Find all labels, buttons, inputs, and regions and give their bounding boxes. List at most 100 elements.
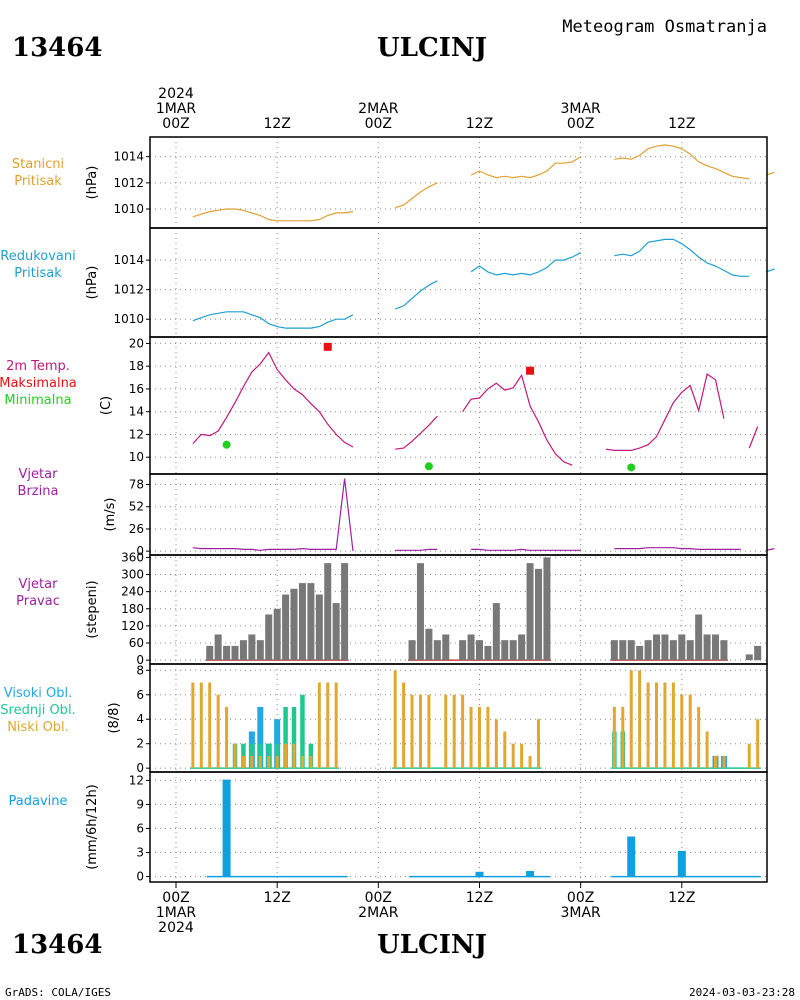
cloud-low-bar: [469, 706, 473, 769]
y-axis-label: (hPa): [85, 266, 100, 300]
wind-direction-bar: [543, 557, 551, 661]
wind-direction-bar: [315, 594, 323, 661]
series-line-segment: [395, 182, 438, 209]
y-tick-label: 4: [136, 712, 144, 726]
time-label-bottom: 12Z: [668, 890, 695, 906]
panel-cloud-cover: 0 2 4 6 8 Visoki Obl. Srednji Obl. Niski Obl. (8…: [0, 663, 768, 775]
cloud-low-bar: [216, 694, 220, 769]
wind-direction-bar: [492, 603, 500, 661]
y-tick-label: 8: [136, 663, 144, 677]
cloud-mid-bar: [291, 706, 297, 769]
cloud-low-bar: [300, 755, 304, 769]
wind-direction-bar: [206, 645, 214, 661]
y-tick-label: 14: [129, 405, 144, 419]
y-tick-label: 1010: [113, 202, 144, 216]
panel-label: Visoki Obl.: [4, 686, 72, 701]
series-line-segment: [192, 208, 354, 222]
y-tick-label: 1012: [113, 283, 144, 297]
y-tick-label: 10: [129, 450, 144, 464]
cloud-low-bar: [452, 694, 456, 769]
panel-wind-direction: 0 60 120 180 240 300 360 Vjetar Pravac (stepeni): [16, 550, 768, 667]
series-line-segment: [471, 548, 581, 551]
footer-timestamp: 2024-03-03-23:28: [689, 986, 795, 999]
y-tick-label: 240: [121, 585, 144, 599]
cloud-low-bar: [714, 755, 718, 769]
time-label-bottom: 00Z: [365, 890, 392, 906]
wind-direction-bar: [239, 640, 247, 661]
cloud-low-bar: [309, 755, 313, 769]
series-line-segment: [395, 415, 438, 450]
wind-direction-bar: [416, 563, 424, 661]
wind-direction-bar: [745, 654, 753, 661]
y-axis-label: (8/8): [107, 702, 122, 733]
series-line-segment: [470, 252, 581, 276]
panel-label: Srednji Obl.: [0, 703, 75, 718]
y-tick-label: 18: [129, 359, 144, 373]
y-tick-label: 0: [136, 653, 144, 667]
y-tick-label: 52: [129, 500, 144, 514]
y-axis-label: (hPa): [85, 166, 100, 200]
y-tick-label: 6: [136, 822, 144, 836]
time-label-bottom: 3MAR: [560, 905, 601, 921]
cloud-low-bar: [444, 694, 448, 769]
cloud-low-bar: [511, 743, 515, 769]
cloud-low-bar: [275, 755, 279, 769]
panel-label: Vjetar: [19, 467, 59, 482]
footer-source: GrADS: COLA/IGES: [5, 986, 111, 999]
wind-direction-bar: [324, 563, 332, 661]
cloud-low-bar: [663, 682, 667, 769]
panel-label: Pritisak: [14, 174, 62, 189]
y-tick-label: 360: [121, 550, 144, 564]
y-tick-label: 26: [129, 522, 144, 536]
wind-direction-bar: [425, 628, 433, 661]
cloud-low-bar: [241, 755, 245, 769]
cloud-low-bar: [697, 706, 701, 769]
panel-label: 2m Temp.: [6, 359, 70, 374]
cloud-low-bar: [410, 694, 414, 769]
y-tick-label: 180: [121, 602, 144, 616]
wind-direction-bar: [459, 640, 467, 661]
max-temp-marker: [526, 366, 535, 375]
precipitation-bar: [677, 850, 686, 877]
series-line-segment: [605, 373, 725, 451]
panel-label: Pravac: [16, 594, 60, 609]
panel-label: Redukovani: [0, 249, 75, 264]
min-temp-marker: [222, 440, 231, 449]
y-tick-label: 120: [121, 619, 144, 633]
y-axis-label: (C): [99, 396, 114, 415]
series-line-segment: [395, 548, 438, 551]
panel-label: Maksimalna: [0, 376, 77, 391]
min-temp-marker: [627, 463, 636, 472]
wind-direction-bar: [256, 640, 264, 661]
wind-direction-bar: [619, 640, 627, 661]
wind-direction-bar: [223, 645, 231, 661]
wind-direction-bar: [273, 608, 281, 661]
cloud-low-bar: [520, 743, 524, 769]
series-line-segment: [192, 311, 354, 329]
series-line-segment: [614, 238, 750, 277]
y-tick-label: 3: [136, 846, 144, 860]
time-label-bottom: 1MAR: [156, 905, 197, 921]
panel-label: Padavine: [9, 794, 68, 809]
wind-direction-bar: [231, 645, 239, 661]
precipitation-bar: [475, 871, 484, 877]
cloud-low-bar: [655, 682, 659, 769]
y-tick-label: 1014: [113, 150, 144, 164]
y-axis-label: (stepeni): [85, 580, 100, 638]
cloud-low-bar: [528, 755, 532, 769]
time-axis-labels: 20241MAR00Z00Z1MAR202412Z12Z2MAR00Z00Z2M…: [156, 86, 696, 936]
cloud-low-bar: [208, 682, 212, 769]
panel-label: Minimalna: [4, 393, 71, 408]
panel-frame: [149, 771, 768, 883]
wind-direction-bar: [695, 614, 703, 661]
station-name-top: ULCINJ: [377, 33, 487, 63]
wind-direction-bar: [307, 583, 315, 661]
series-line-segment: [462, 373, 573, 466]
cloud-low-bar: [705, 731, 709, 769]
cloud-low-bar: [671, 682, 675, 769]
time-label-bottom: 00Z: [567, 890, 594, 906]
wind-direction-bar: [298, 583, 306, 661]
wind-direction-bar: [332, 603, 340, 661]
cloud-low-bar: [612, 706, 616, 769]
